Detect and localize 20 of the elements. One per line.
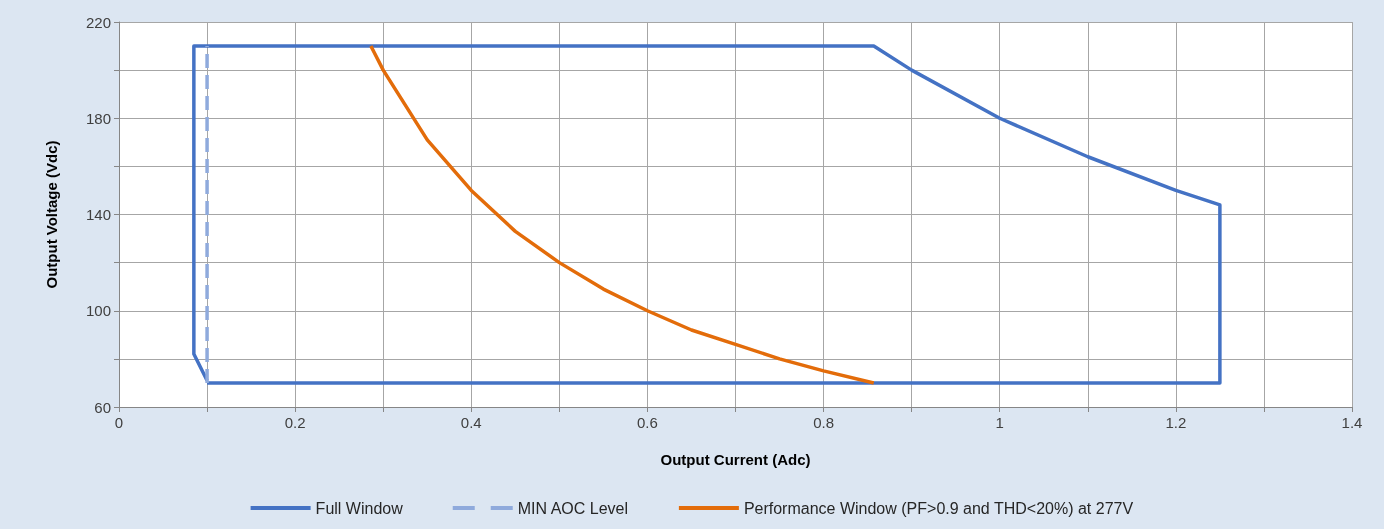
line-series <box>369 44 876 385</box>
x-tick-label: 0.2 <box>284 414 306 431</box>
y-tick-label: 140 <box>85 206 111 223</box>
legend-label: Performance Window (PF>0.9 and THD<20%) at 277V <box>743 499 1134 517</box>
y-tick-label: 100 <box>85 302 111 320</box>
line-series <box>192 44 1222 385</box>
x-tick-label: 0.4 <box>460 414 482 431</box>
x-tick-label: 0.8 <box>813 414 834 431</box>
x-axis-title: Output Current (Adc) <box>660 451 811 468</box>
legend-label: Full Window <box>315 499 404 517</box>
y-tick-label: 180 <box>85 109 111 127</box>
x-tick-label: 0.6 <box>637 414 658 431</box>
y-tick-label: 220 <box>85 13 111 31</box>
x-tick-label: 1.4 <box>1341 414 1363 431</box>
y-axis-title: Output Voltage (Vdc) <box>43 140 60 289</box>
x-tick-label: 1.2 <box>1165 414 1187 431</box>
x-tick-label: 1 <box>995 414 1004 431</box>
legend-label: MIN AOC Level <box>517 499 628 517</box>
x-tick-label: 0 <box>114 414 124 431</box>
y-tick-label: 60 <box>94 398 111 416</box>
